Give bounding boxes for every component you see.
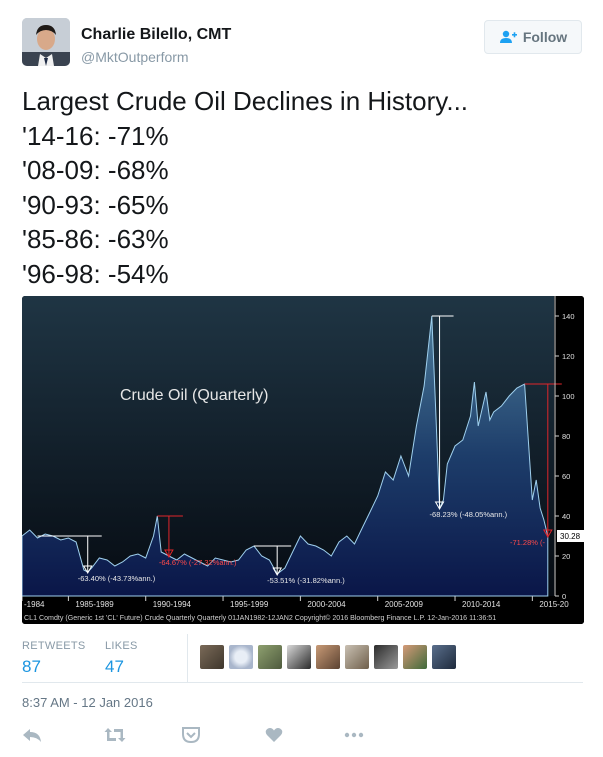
reply-icon (23, 729, 41, 742)
liker-avatar[interactable] (287, 645, 311, 669)
trough-marker (82, 565, 93, 575)
oil-price-area (22, 315, 549, 597)
trough-marker (272, 567, 283, 577)
liker-avatar[interactable] (229, 645, 253, 669)
follow-label: Follow (522, 29, 568, 45)
save-button[interactable] (182, 727, 200, 748)
liker-avatar[interactable] (316, 645, 340, 669)
tweet-line: '85-86: -63% (22, 224, 169, 254)
tweet-image-chart[interactable]: -63.40% (-43.73%ann.) -64.67% (-27.32%ann… (22, 296, 584, 624)
retweets-label: RETWEETS (22, 640, 86, 652)
liker-avatars (200, 645, 456, 669)
x-tick-label: 1985-1989 (75, 600, 114, 609)
y-tick-label: 40 (562, 512, 570, 521)
more-button[interactable] (344, 727, 364, 748)
tweet-line: Largest Crude Oil Declines in History... (22, 86, 469, 116)
y-tick-label: 0 (562, 592, 566, 601)
save-icon (182, 727, 200, 744)
y-tick-label: 100 (562, 392, 575, 401)
author-handle[interactable]: @MktOutperform (81, 49, 189, 65)
tweet-line: '90-93: -65% (22, 189, 169, 220)
tweet-line: '14-16: -71% (22, 120, 169, 151)
like-icon (265, 728, 283, 742)
x-tick-label: 2005-2009 (385, 600, 424, 609)
retweet-icon (104, 728, 126, 742)
x-tick-label: 2015-20 (539, 600, 569, 609)
x-tick-label: 1990-1994 (153, 600, 192, 609)
likes-count: 47 (105, 657, 124, 676)
tweet-line: '96-98: -54% (22, 258, 169, 289)
tweet-line: '08-09: -68% (22, 155, 169, 185)
author-name[interactable]: Charlie Bilello, CMT (81, 26, 232, 43)
y-tick-label: 140 (562, 312, 575, 321)
decline-label: -68.23% (-48.05%ann.) (430, 510, 508, 519)
x-tick-label: 2000-2004 (307, 600, 346, 609)
retweet-button[interactable] (104, 727, 126, 748)
y-tick-label: 120 (562, 352, 575, 361)
y-tick-label: 60 (562, 472, 570, 481)
stats-divider (187, 634, 188, 682)
retweets-count: 87 (22, 657, 41, 676)
last-value-box (557, 530, 584, 542)
tweet-text: Largest Crude Oil Declines in History...… (22, 84, 468, 291)
liker-avatar[interactable] (374, 645, 398, 669)
likes-stat[interactable]: LIKES 47 (105, 640, 138, 677)
tweet-timestamp[interactable]: 8:37 AM - 12 Jan 2016 (22, 695, 153, 710)
x-tick-label: 1995-1999 (230, 600, 269, 609)
y-axis-panel (554, 296, 584, 624)
decline-label: -53.51% (-31.82%ann.) (267, 576, 345, 585)
last-value-label: 30.28 (560, 532, 581, 541)
trough-marker (542, 529, 553, 539)
y-tick-label: 20 (562, 552, 570, 561)
liker-avatar[interactable] (200, 645, 224, 669)
liker-avatar[interactable] (432, 645, 456, 669)
x-tick-label: 2010-2014 (462, 600, 501, 609)
reply-button[interactable] (22, 727, 42, 748)
decline-label: -71.28% (- (510, 538, 546, 547)
trough-marker (434, 501, 445, 511)
likes-label: LIKES (105, 640, 138, 652)
x-axis-panel (22, 596, 584, 624)
decline-label: -63.40% (-43.73%ann.) (78, 574, 156, 583)
trough-marker (164, 549, 174, 559)
engagement-stats: RETWEETS 87 LIKES 47 (22, 634, 583, 682)
follow-button[interactable]: Follow (484, 20, 582, 54)
retweets-stat[interactable]: RETWEETS 87 (22, 640, 86, 677)
more-icon (344, 732, 364, 738)
author-avatar[interactable] (22, 18, 70, 66)
divider (22, 682, 583, 683)
liker-avatar[interactable] (403, 645, 427, 669)
chart-title: Crude Oil (Quarterly) (120, 387, 268, 404)
decline-label: -64.67% (-27.32%ann.) (159, 558, 237, 567)
liker-avatar[interactable] (345, 645, 369, 669)
add-user-icon (499, 30, 517, 43)
like-button[interactable] (265, 727, 283, 748)
liker-avatar[interactable] (258, 645, 282, 669)
x-tick-label: -1984 (24, 600, 45, 609)
crude-oil-chart: -63.40% (-43.73%ann.)-64.67% (-27.32%ann… (22, 296, 584, 624)
y-tick-label: 80 (562, 432, 570, 441)
tweet-header: Charlie Bilello, CMT @MktOutperform Foll… (22, 18, 582, 70)
chart-footer: CL1 Comdty (Generic 1st 'CL' Future) Cru… (24, 614, 496, 622)
